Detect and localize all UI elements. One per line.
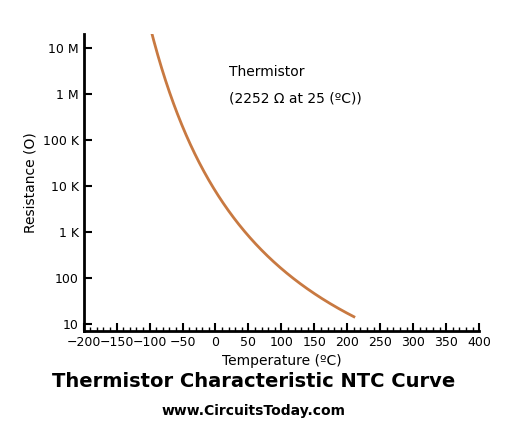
Text: (2252 Ω at 25 (ºC)): (2252 Ω at 25 (ºC)) <box>229 91 361 105</box>
Text: www.CircuitsToday.com: www.CircuitsToday.com <box>162 404 345 418</box>
Text: Thermistor Characteristic NTC Curve: Thermistor Characteristic NTC Curve <box>52 372 455 391</box>
Text: Thermistor: Thermistor <box>229 65 304 79</box>
X-axis label: Temperature (ºC): Temperature (ºC) <box>222 354 341 368</box>
Y-axis label: Resistance (O): Resistance (O) <box>23 132 37 233</box>
